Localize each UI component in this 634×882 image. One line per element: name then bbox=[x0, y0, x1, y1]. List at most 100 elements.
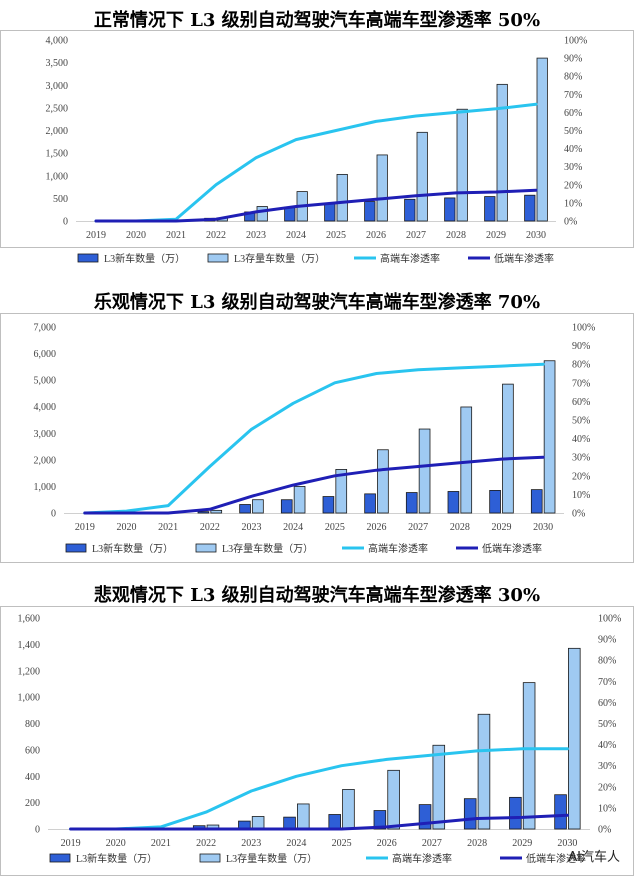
legend-label: 低端车渗透率 bbox=[482, 542, 542, 555]
new-car-bar bbox=[404, 198, 416, 222]
stock-car-bar bbox=[536, 57, 548, 222]
y2-tick-label: 100% bbox=[564, 36, 587, 47]
x-tick-label: 2023 bbox=[242, 522, 262, 533]
watermark: AI汽车人 bbox=[568, 850, 620, 865]
x-tick-label: 2024 bbox=[283, 522, 303, 533]
legend-label: L3新车数量（万） bbox=[76, 852, 157, 865]
stock-car-bar bbox=[418, 428, 431, 514]
x-tick-label: 2026 bbox=[366, 230, 386, 241]
x-tick-label: 2026 bbox=[367, 522, 387, 533]
y-tick-label: 5,000 bbox=[34, 376, 57, 387]
y2-tick-label: 0% bbox=[564, 217, 577, 228]
stock-car-bar bbox=[502, 383, 514, 514]
legend-label: L3存量车数量（万） bbox=[234, 252, 325, 265]
new-car-bar bbox=[463, 798, 477, 830]
stock-car-bar bbox=[376, 154, 388, 222]
x-tick-label: 2021 bbox=[158, 522, 178, 533]
x-tick-label: 2028 bbox=[467, 838, 487, 849]
chart-frame bbox=[0, 606, 634, 876]
new-car-bar bbox=[373, 810, 387, 830]
y2-tick-label: 80% bbox=[598, 656, 616, 667]
new-car-bar bbox=[364, 201, 376, 222]
stock-car-bar bbox=[477, 713, 491, 830]
new-car-bar bbox=[509, 796, 522, 830]
x-tick-label: 2019 bbox=[75, 522, 95, 533]
x-tick-label: 2022 bbox=[200, 522, 220, 533]
new-car-bar bbox=[283, 816, 296, 830]
x-tick-label: 2020 bbox=[117, 522, 137, 533]
y2-tick-label: 60% bbox=[598, 698, 616, 709]
stock-car-bar bbox=[251, 816, 265, 830]
y-tick-label: 4,000 bbox=[34, 402, 57, 413]
x-tick-label: 2023 bbox=[246, 230, 266, 241]
x-tick-label: 2020 bbox=[106, 838, 126, 849]
y-tick-label: 3,000 bbox=[46, 81, 69, 92]
y2-tick-label: 20% bbox=[598, 782, 616, 793]
x-tick-label: 2025 bbox=[325, 522, 345, 533]
stock-car-bar bbox=[335, 469, 348, 514]
stock-car-bar bbox=[496, 83, 508, 222]
stock-car-bar bbox=[252, 499, 264, 514]
y-tick-label: 500 bbox=[53, 194, 68, 205]
x-tick-label: 2027 bbox=[422, 838, 442, 849]
y2-tick-label: 20% bbox=[572, 471, 590, 482]
y2-tick-label: 20% bbox=[564, 180, 582, 191]
x-tick-label: 2023 bbox=[241, 838, 261, 849]
stock-car-bar bbox=[256, 206, 268, 222]
y-tick-label: 400 bbox=[25, 772, 40, 783]
y-tick-label: 0 bbox=[35, 825, 40, 836]
stock-car-bar bbox=[210, 509, 223, 514]
y2-tick-label: 10% bbox=[598, 803, 616, 814]
legend-label: L3存量车数量（万） bbox=[222, 542, 313, 555]
x-tick-label: 2022 bbox=[196, 838, 216, 849]
chart-optimistic: 0 1,000 2,000 3,000 4,000 5,000 6,000 7,000 0% 10… bbox=[0, 313, 634, 563]
y2-tick-label: 90% bbox=[598, 635, 616, 646]
legend-label: L3新车数量（万） bbox=[92, 542, 173, 555]
y2-tick-label: 90% bbox=[564, 54, 582, 65]
y-tick-label: 800 bbox=[25, 719, 40, 730]
stock-car-bar bbox=[522, 682, 536, 830]
x-tick-label: 2030 bbox=[533, 522, 553, 533]
legend-label: 高端车渗透率 bbox=[392, 852, 452, 865]
new-car-bar bbox=[484, 196, 496, 222]
y-tick-label: 1,400 bbox=[18, 640, 41, 651]
stock-car-bar bbox=[460, 406, 473, 514]
x-tick-label: 2025 bbox=[332, 838, 352, 849]
y-tick-label: 3,500 bbox=[46, 58, 69, 69]
stock-car-bar bbox=[297, 803, 310, 830]
y-tick-label: 0 bbox=[51, 509, 56, 520]
legend-swatch-stock bbox=[207, 253, 229, 263]
y-tick-label: 1,000 bbox=[46, 171, 69, 182]
x-tick-label: 2019 bbox=[86, 230, 106, 241]
legend-label: 低端车渗透率 bbox=[526, 852, 586, 865]
new-car-bar bbox=[328, 814, 341, 830]
chart-title-normal: 正常情况下 L3 级别自动驾驶汽车高端车型渗透率 50% bbox=[93, 10, 541, 31]
x-tick-label: 2030 bbox=[526, 230, 546, 241]
legend-label: L3存量车数量（万） bbox=[226, 852, 317, 865]
new-car-bar bbox=[554, 794, 567, 830]
low-end-penetration-line bbox=[94, 188, 538, 223]
x-tick-label: 2029 bbox=[492, 522, 512, 533]
y-tick-label: 200 bbox=[25, 798, 40, 809]
legend-swatch-new bbox=[77, 253, 99, 263]
y-tick-label: 1,000 bbox=[34, 482, 57, 493]
legend-swatch-new bbox=[49, 853, 71, 863]
stock-car-bar bbox=[432, 744, 446, 830]
y-tick-label: 1,200 bbox=[18, 666, 41, 677]
stock-car-bar bbox=[377, 449, 389, 514]
y2-tick-label: 0% bbox=[572, 509, 585, 520]
y2-tick-label: 90% bbox=[572, 341, 590, 352]
y-tick-label: 2,000 bbox=[34, 455, 57, 466]
x-tick-label: 2029 bbox=[486, 230, 506, 241]
new-car-bar bbox=[530, 489, 543, 514]
x-tick-label: 2029 bbox=[512, 838, 532, 849]
x-tick-label: 2021 bbox=[166, 230, 186, 241]
y2-tick-label: 40% bbox=[564, 144, 582, 155]
legend-label: L3新车数量（万） bbox=[104, 252, 185, 265]
x-tick-label: 2026 bbox=[377, 838, 397, 849]
new-car-bar bbox=[280, 499, 293, 514]
x-tick-label: 2028 bbox=[450, 522, 470, 533]
low-end-penetration-line bbox=[83, 455, 545, 515]
y2-tick-label: 100% bbox=[598, 614, 621, 625]
